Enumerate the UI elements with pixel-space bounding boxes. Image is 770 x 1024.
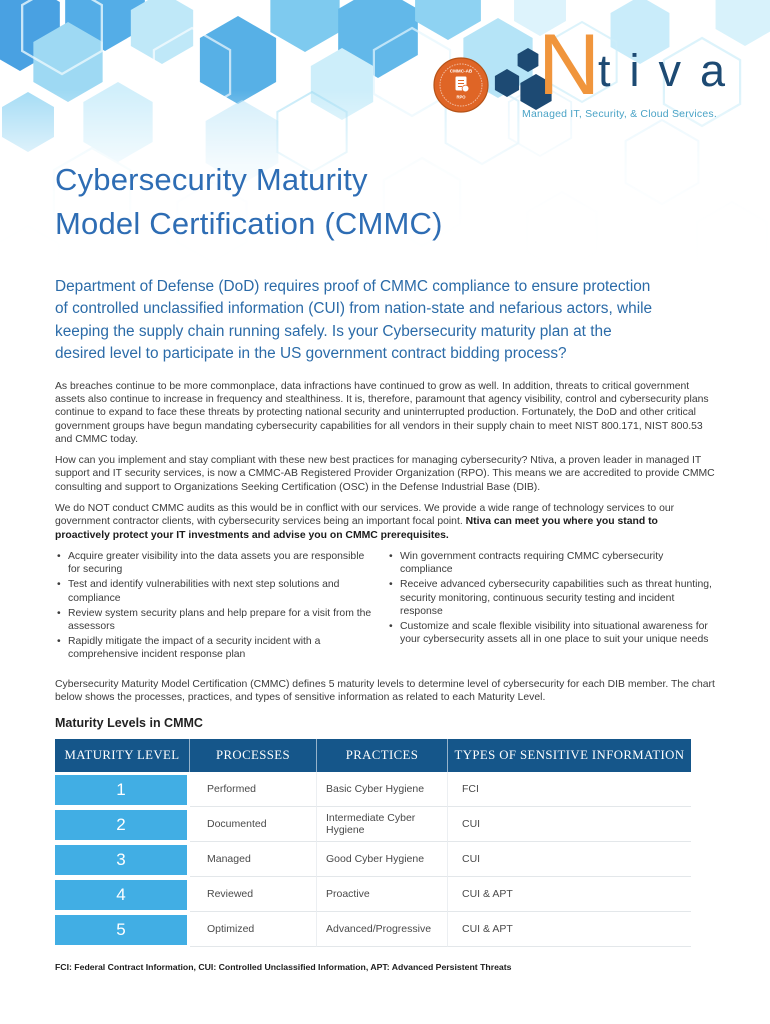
level-cell: 2: [55, 807, 190, 842]
process-cell: Optimized: [190, 912, 317, 948]
level-cell: 4: [55, 877, 190, 912]
document-content: Cybersecurity Maturity Model Certificati…: [0, 0, 770, 972]
process-cell: Performed: [190, 772, 317, 808]
paragraph-compliance: How can you implement and stay compliant…: [55, 455, 715, 493]
table-row: 4 Reviewed Proactive CUI & APT: [55, 877, 691, 913]
practice-cell: Proactive: [317, 877, 448, 913]
info-cell: FCI: [448, 772, 691, 808]
column-header-sensitive-information: TYPES OF SENSITIVE INFORMATION: [448, 739, 691, 773]
column-header-practices: PRACTICES: [317, 739, 448, 773]
acronym-footnote: FCI: Federal Contract Information, CUI: …: [55, 962, 512, 973]
table-header-row: MATURITY LEVEL PROCESSES PRACTICES TYPES…: [55, 739, 691, 773]
level-cell: 5: [55, 912, 190, 947]
intro-paragraph: Department of Defense (DoD) requires pro…: [55, 278, 653, 363]
paragraph-no-audits-regular: We do NOT conduct CMMC audits as this wo…: [55, 503, 675, 528]
column-header-maturity-level: MATURITY LEVEL: [55, 739, 190, 773]
bullet-list-right: Win government contracts requiring CMMC …: [387, 550, 715, 664]
info-cell: CUI: [448, 807, 691, 843]
seal-bottom-label: RPO: [456, 95, 466, 100]
level-badge: 5: [55, 914, 187, 945]
cmmc-ab-rpo-seal: CMMC-AB RPO: [433, 57, 489, 113]
bullet-item: Acquire greater visibility into the data…: [57, 550, 373, 576]
ntiva-logo-n: N: [538, 17, 601, 113]
practice-cell: Advanced/Progressive: [317, 912, 448, 948]
level-cell: 3: [55, 842, 190, 877]
table-row: 1 Performed Basic Cyber Hygiene FCI: [55, 772, 691, 808]
bullet-item: Review system security plans and help pr…: [57, 607, 373, 633]
maturity-levels-table: MATURITY LEVEL PROCESSES PRACTICES TYPES…: [55, 739, 691, 948]
column-header-processes: PROCESSES: [190, 739, 317, 773]
bullet-item: Test and identify vulnerabilities with n…: [57, 578, 373, 604]
bullet-list-left: Acquire greater visibility into the data…: [55, 550, 373, 664]
bullet-item: Receive advanced cybersecurity capabilit…: [389, 578, 715, 618]
level-cell: 1: [55, 772, 190, 807]
info-cell: CUI & APT: [448, 912, 691, 948]
bullet-item: Rapidly mitigate the impact of a securit…: [57, 635, 373, 661]
level-badge: 4: [55, 879, 187, 910]
info-cell: CUI: [448, 842, 691, 878]
practice-cell: Basic Cyber Hygiene: [317, 772, 448, 808]
level-badge: 2: [55, 809, 187, 840]
paragraph-no-audits-bold: Ntiva can meet you where you stand to pr…: [55, 516, 658, 541]
practice-cell: Intermediate Cyber Hygiene: [317, 807, 448, 843]
info-cell: CUI & APT: [448, 877, 691, 913]
table-heading: Maturity Levels in CMMC: [55, 716, 203, 731]
ntiva-logo: N tiva Managed IT, Security, & Cloud Ser…: [494, 22, 725, 126]
bullet-item: Customize and scale flexible visibility …: [389, 620, 715, 646]
ntiva-logo-tiva: tiva: [598, 45, 745, 96]
seal-icon: CMMC-AB RPO: [433, 57, 489, 113]
process-cell: Managed: [190, 842, 317, 878]
bullet-item: Win government contracts requiring CMMC …: [389, 550, 715, 576]
process-cell: Reviewed: [190, 877, 317, 913]
seal-top-label: CMMC-AB: [450, 69, 473, 74]
page-title-line1: Cybersecurity Maturity: [55, 162, 368, 197]
paragraph-breaches: As breaches continue to be more commonpl…: [55, 380, 709, 445]
table-row: 5 Optimized Advanced/Progressive CUI & A…: [55, 912, 691, 948]
page-title-line2: Model Certification (CMMC): [55, 206, 443, 241]
level-badge: 1: [55, 774, 187, 805]
process-cell: Documented: [190, 807, 317, 843]
benefit-bullet-lists: Acquire greater visibility into the data…: [55, 550, 715, 664]
level-badge: 3: [55, 844, 187, 875]
table-row: 2 Documented Intermediate Cyber Hygiene …: [55, 807, 691, 843]
paragraph-no-audits: We do NOT conduct CMMC audits as this wo…: [55, 502, 715, 542]
practice-cell: Good Cyber Hygiene: [317, 842, 448, 878]
paragraph-maturity-levels: Cybersecurity Maturity Model Certificati…: [55, 678, 715, 703]
table-row: 3 Managed Good Cyber Hygiene CUI: [55, 842, 691, 878]
ntiva-tagline: Managed IT, Security, & Cloud Services.: [522, 108, 717, 120]
page-title: Cybersecurity Maturity Model Certificati…: [55, 158, 715, 246]
